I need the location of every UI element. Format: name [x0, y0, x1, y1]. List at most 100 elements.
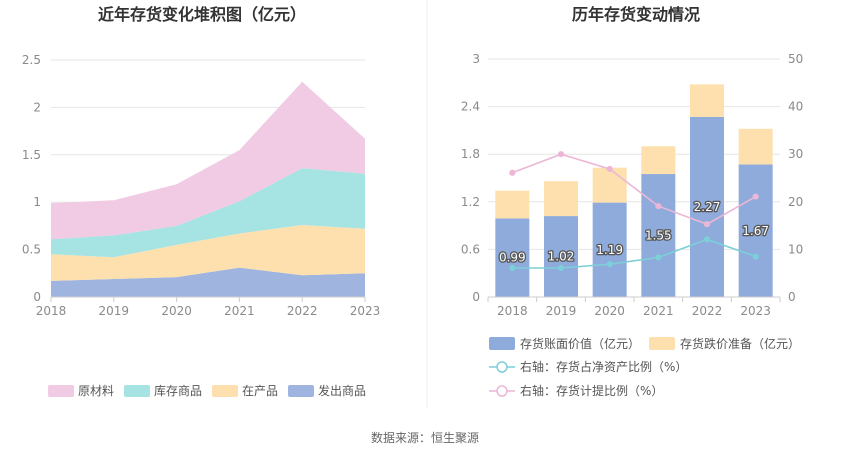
right-legend-marker: [496, 361, 508, 373]
bar-segment: [495, 218, 530, 297]
line-series: [512, 238, 756, 269]
left-legend-swatch: [212, 385, 238, 397]
left-legend-swatch: [48, 385, 74, 397]
right-legend-label: 存货跌价准备（亿元）: [680, 336, 800, 351]
line-point: [655, 254, 662, 261]
left-x-tick-label: 2019: [99, 304, 130, 318]
right-chart-title: 历年存货变动情况: [572, 5, 700, 24]
line-point: [703, 221, 711, 228]
bar-segment: [641, 174, 676, 297]
right-right-y-tick-label: 0: [788, 290, 796, 304]
left-y-tick-label: 1: [33, 195, 41, 209]
left-legend-label: 在产品: [242, 384, 278, 398]
left-chart-x-axis: 2018 2019 2020 2021 2022 2023: [36, 296, 381, 318]
right-legend-swatch: [649, 337, 675, 350]
right-left-y-tick-label: 0: [472, 290, 480, 304]
right-x-tick-label: 2020: [594, 304, 625, 318]
line-point: [752, 193, 759, 200]
left-chart-y-axis: 0 0.5 1 1.5 2 2.5: [22, 53, 41, 304]
bar-data-label: 0.99: [499, 251, 526, 265]
line-point: [557, 264, 565, 272]
right-x-tick-label: 2019: [546, 304, 577, 318]
right-right-y-tick-label: 30: [788, 147, 803, 161]
left-y-tick-label: 2: [33, 100, 41, 114]
right-legend-item: 存货跌价准备（亿元）: [649, 336, 800, 351]
right-legend-marker: [496, 385, 508, 397]
left-x-tick-label: 2023: [350, 304, 381, 318]
left-legend-label: 库存商品: [154, 383, 202, 398]
right-chart-left-y-axis: 0 0.6 1.2 1.8 2.4 3: [461, 52, 480, 304]
line-point: [509, 264, 516, 272]
right-right-y-tick-label: 20: [788, 195, 803, 209]
left-x-tick-label: 2022: [287, 304, 318, 318]
left-legend-item: 在产品: [212, 384, 278, 398]
area-原材料: [51, 81, 365, 240]
right-legend-label: 右轴：存货计提比例（%）: [520, 383, 663, 398]
right-x-tick-label: 2022: [692, 304, 723, 318]
left-x-tick-label: 2021: [224, 304, 255, 318]
left-legend-label: 原材料: [78, 384, 114, 398]
line-point: [606, 165, 613, 173]
right-chart-right-y-axis: 0 10 20 30 40 50: [788, 52, 803, 304]
bar-segment: [495, 190, 530, 219]
right-left-y-tick-label: 1.8: [461, 147, 480, 161]
line-point: [557, 151, 565, 158]
bar-segment: [544, 181, 578, 217]
left-chart-title: 近年存货变化堆积图（亿元）: [98, 5, 306, 24]
bar-data-label: 1.02: [548, 250, 575, 264]
bar-data-label: 1.19: [596, 243, 623, 257]
left-legend-item: 原材料: [48, 384, 114, 398]
line-point: [606, 261, 613, 268]
left-legend-item: 库存商品: [124, 383, 202, 398]
right-x-tick-label: 2021: [643, 304, 674, 318]
line-series: [512, 153, 757, 226]
bar-segment: [690, 84, 724, 117]
left-chart-legend: 原材料 库存商品 在产品 发出商品: [48, 383, 366, 398]
bar-data-label: 1.55: [645, 229, 672, 243]
right-chart-lines: [509, 151, 759, 272]
line-point: [703, 236, 711, 243]
right-legend-item: 存货账面价值（亿元）: [489, 336, 640, 351]
bar-segment: [738, 164, 773, 297]
left-x-tick-label: 2020: [161, 304, 192, 318]
left-legend-swatch: [288, 385, 314, 397]
left-y-tick-label: 0: [33, 290, 41, 304]
source-note: 数据来源：恒生聚源: [371, 430, 479, 445]
right-left-y-tick-label: 0.6: [461, 242, 480, 256]
line-point: [752, 253, 759, 260]
bar-data-label: 2.27: [694, 200, 721, 214]
area-在产品: [51, 225, 365, 281]
right-right-y-tick-label: 10: [788, 242, 803, 256]
right-right-y-tick-label: 40: [788, 100, 803, 114]
bar-segment: [738, 128, 773, 165]
left-chart: 近年存货变化堆积图（亿元） 00.511.522.5 2018 2019 2020 2…: [22, 5, 380, 398]
right-x-tick-label: 2023: [740, 304, 771, 318]
right-left-y-tick-label: 3: [472, 52, 480, 66]
right-right-y-tick-label: 50: [788, 52, 803, 66]
right-legend-swatch: [489, 337, 515, 350]
left-x-tick-label: 2018: [36, 304, 67, 318]
left-y-tick-label: 1.5: [22, 148, 41, 162]
bar-data-label: 1.67: [742, 224, 769, 238]
area-库存商品: [51, 168, 365, 258]
right-legend-item: 右轴：存货占净资产比例（%）: [489, 359, 687, 374]
left-legend-swatch: [124, 385, 150, 397]
bar-segment: [641, 146, 676, 175]
right-chart: 历年存货变动情况 0.99 1.02 1.19 1.55 2.27 1.67 0 0.6 1.…: [461, 5, 803, 398]
right-chart-bars: [495, 84, 773, 297]
right-chart-legend: 存货账面价值（亿元） 存货跌价准备（亿元） 右轴：存货占净资产比例（%） 右轴：存货计…: [489, 336, 800, 398]
right-chart-x-axis: 2018 2019 2020 2021 2022 2023: [487, 296, 781, 318]
right-legend-label: 存货账面价值（亿元）: [520, 336, 640, 351]
bar-segment: [592, 202, 627, 297]
left-y-tick-label: 0.5: [22, 243, 41, 257]
right-chart-data-labels: 0.99 1.02 1.19 1.55 2.27 1.67: [498, 199, 771, 266]
left-legend-label: 发出商品: [318, 383, 366, 398]
right-x-tick-label: 2018: [497, 304, 528, 318]
left-chart-areas: [51, 81, 365, 297]
line-point: [509, 169, 516, 176]
left-y-tick-label: 2.5: [22, 53, 41, 67]
right-left-y-tick-label: 1.2: [461, 195, 480, 209]
line-point: [655, 202, 662, 210]
left-legend-item: 发出商品: [288, 383, 366, 398]
